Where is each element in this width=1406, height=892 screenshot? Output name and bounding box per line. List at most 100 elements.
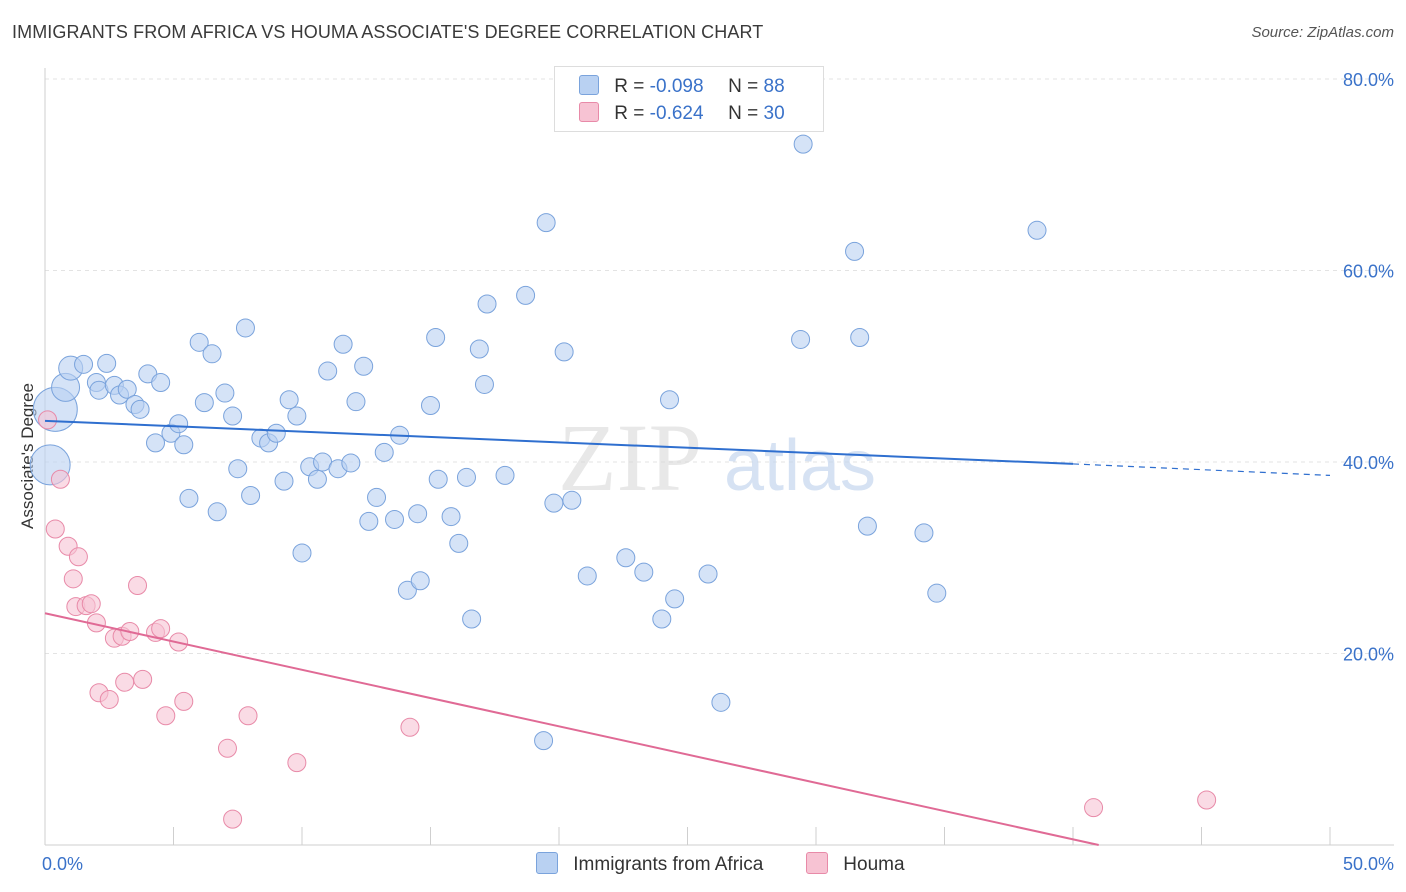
data-point xyxy=(400,717,420,737)
trend-line-africa xyxy=(44,419,1074,465)
data-point xyxy=(318,361,338,381)
data-point xyxy=(1027,220,1047,240)
data-point xyxy=(45,519,65,539)
legend-swatch-blue xyxy=(579,75,599,95)
data-point xyxy=(698,564,718,584)
data-point xyxy=(99,689,119,709)
legend-swatch-pink xyxy=(806,852,828,874)
data-point xyxy=(477,294,497,314)
axes xyxy=(44,68,1394,846)
data-point xyxy=(385,509,405,529)
series-immigrants-from-africa xyxy=(29,88,1047,751)
data-point xyxy=(410,571,430,591)
data-point xyxy=(174,691,194,711)
source-note: Source: ZipAtlas.com xyxy=(1251,24,1394,41)
data-point xyxy=(441,507,461,527)
data-point xyxy=(266,423,286,443)
legend-r-value: -0.624 xyxy=(649,103,704,124)
data-point xyxy=(449,533,469,553)
data-point xyxy=(428,469,448,489)
data-point xyxy=(97,353,117,373)
x-tick-label-max: 50.0% xyxy=(1343,854,1394,874)
data-point xyxy=(117,379,137,399)
data-point xyxy=(151,619,171,639)
correlation-legend: R = -0.098 N = 88 R = -0.624 N = 30 xyxy=(554,66,824,132)
data-point xyxy=(287,753,307,773)
series-houma xyxy=(38,410,1217,829)
legend-row-africa: R = -0.098 N = 88 xyxy=(579,75,785,98)
legend-item-houma[interactable]: Houma xyxy=(806,852,905,876)
data-point xyxy=(333,334,353,354)
data-point xyxy=(791,329,811,349)
data-point xyxy=(174,435,194,455)
data-point xyxy=(793,134,813,154)
y-tick-label: 80.0% xyxy=(1343,70,1394,90)
data-point xyxy=(577,566,597,586)
data-point xyxy=(469,339,489,359)
watermark-zip: ZIP xyxy=(558,404,702,511)
data-point xyxy=(341,453,361,473)
data-point xyxy=(367,487,387,507)
legend-label-africa: Immigrants from Africa xyxy=(573,854,764,875)
data-point xyxy=(202,344,222,364)
data-point xyxy=(456,467,476,487)
data-point xyxy=(421,396,440,416)
data-point xyxy=(228,459,248,479)
legend-n-label: N = xyxy=(728,103,759,124)
data-point xyxy=(189,332,209,352)
data-point xyxy=(38,410,58,430)
data-point xyxy=(857,516,877,536)
data-point xyxy=(660,390,680,410)
legend-r-value: -0.098 xyxy=(649,76,704,97)
data-point xyxy=(1084,798,1104,818)
data-point xyxy=(474,374,494,394)
data-point xyxy=(169,414,189,434)
data-point xyxy=(426,328,446,348)
x-tick-label-min: 0.0% xyxy=(42,854,83,874)
legend-n-label: N = xyxy=(728,76,759,97)
data-point xyxy=(287,406,307,426)
data-point xyxy=(711,692,731,712)
data-point xyxy=(115,672,135,692)
data-point xyxy=(554,342,574,362)
data-point xyxy=(217,738,237,758)
grid-lines xyxy=(45,78,1394,654)
data-point xyxy=(516,285,536,305)
data-point xyxy=(241,486,261,506)
data-point xyxy=(156,706,176,726)
trend-lines xyxy=(44,419,1331,846)
data-point xyxy=(652,609,672,629)
data-point xyxy=(207,502,227,522)
data-point xyxy=(235,318,255,338)
legend-item-africa[interactable]: Immigrants from Africa xyxy=(536,852,763,876)
data-point xyxy=(1197,790,1217,810)
data-point xyxy=(359,511,379,531)
data-point xyxy=(397,580,417,600)
data-point xyxy=(562,490,582,510)
legend-label-houma: Houma xyxy=(843,854,905,875)
data-point xyxy=(354,356,374,376)
data-point xyxy=(292,543,312,563)
data-point xyxy=(408,504,428,524)
data-point xyxy=(74,354,94,374)
data-point xyxy=(223,809,243,829)
data-point xyxy=(495,465,515,485)
data-point xyxy=(279,390,299,410)
data-point xyxy=(133,669,153,689)
data-point xyxy=(50,469,70,489)
data-point xyxy=(914,523,934,543)
legend-r-label: R = xyxy=(614,103,645,124)
legend-n-value: 88 xyxy=(763,76,785,97)
data-point xyxy=(146,433,166,453)
data-point xyxy=(534,731,554,751)
data-point xyxy=(194,393,214,413)
data-point xyxy=(536,213,556,233)
data-point xyxy=(238,706,258,726)
data-point xyxy=(307,469,327,489)
legend-r-label: R = xyxy=(614,76,645,97)
chart-title: IMMIGRANTS FROM AFRICA VS HOUMA ASSOCIAT… xyxy=(12,22,764,42)
data-point xyxy=(845,241,865,261)
data-point xyxy=(634,562,654,582)
data-point xyxy=(63,569,83,589)
data-point xyxy=(346,392,366,412)
